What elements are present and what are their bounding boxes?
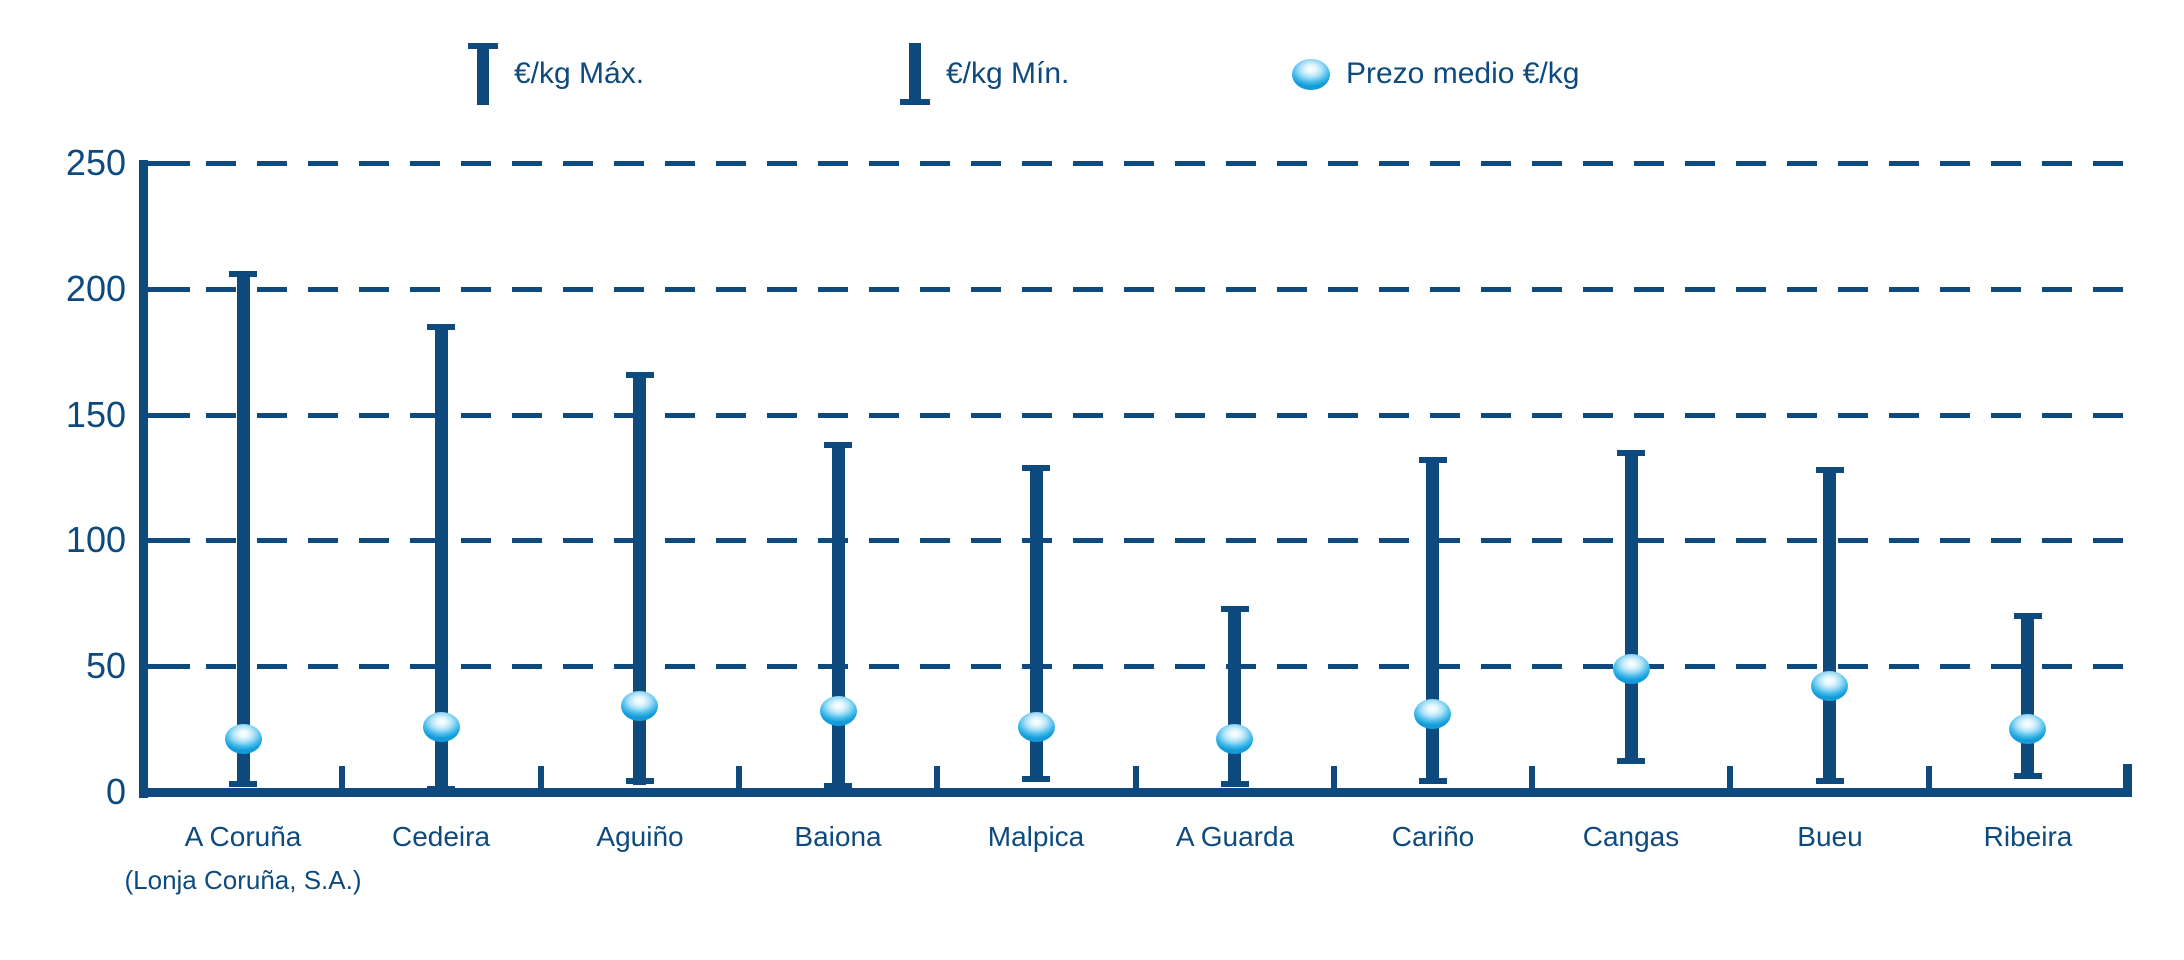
y-axis-line — [139, 160, 148, 798]
range-stem — [1426, 457, 1439, 784]
x-axis-line — [139, 788, 2132, 797]
range-stem — [1823, 467, 1836, 784]
y-tick-label: 50 — [85, 645, 126, 686]
category-tick — [736, 766, 742, 788]
category-tick — [1727, 766, 1733, 788]
category-label: Cangas — [1582, 821, 1680, 852]
max-cap — [824, 442, 852, 448]
gridline-tick — [139, 413, 190, 418]
max-bar-icon — [468, 43, 498, 105]
mean-marker — [225, 724, 262, 754]
min-cap — [1221, 781, 1249, 787]
min-cap — [824, 783, 852, 789]
mean-marker — [1414, 699, 1451, 729]
y-tick-label: 200 — [65, 268, 126, 309]
mean-marker — [1216, 724, 1253, 754]
category-tick — [1926, 766, 1932, 788]
mean-marker — [621, 691, 658, 721]
y-tick-label: 150 — [65, 394, 126, 435]
legend-item-max: €/kg Máx. — [468, 36, 644, 112]
category-label: Ribeira — [1983, 821, 2073, 852]
mean-sphere-icon — [1292, 58, 1330, 90]
max-cap — [1221, 606, 1249, 612]
gridline-tick — [139, 161, 190, 166]
range-stem — [1625, 450, 1638, 764]
max-cap — [1816, 467, 1844, 473]
range-stem — [633, 372, 646, 785]
range-stem — [1228, 606, 1241, 787]
category-label: Cariño — [1391, 821, 1475, 852]
category-tick — [538, 766, 544, 788]
max-cap — [626, 372, 654, 378]
category-tick — [2123, 764, 2132, 792]
max-cap — [1022, 465, 1050, 471]
category-label: Cedeira — [391, 821, 491, 852]
category-tick — [339, 766, 345, 788]
gridline-dashed — [206, 287, 2127, 292]
gridline-dashed — [206, 161, 2127, 166]
gridline-tick — [139, 538, 190, 543]
max-cap — [2014, 613, 2042, 619]
gridline-dashed — [206, 538, 2127, 543]
min-bar-icon — [900, 43, 930, 105]
gridline-dashed — [206, 664, 2127, 669]
mean-marker — [1613, 654, 1650, 684]
category-sublabel: (Lonja Coruña, S.A.) — [124, 865, 362, 895]
category-label: A Coruña — [184, 821, 302, 852]
category-label: Baiona — [794, 821, 882, 852]
max-cap — [1419, 457, 1447, 463]
max-cap — [427, 324, 455, 330]
min-cap — [1617, 758, 1645, 764]
y-tick-label: 100 — [65, 519, 126, 560]
mean-marker — [1811, 671, 1848, 701]
mean-marker — [2009, 714, 2046, 744]
min-cap — [427, 786, 455, 792]
gridline-dashed — [206, 413, 2127, 418]
y-tick-label: 250 — [65, 142, 126, 183]
legend-mean-label: Prezo medio €/kg — [1346, 57, 1580, 90]
gridline-tick — [139, 287, 190, 292]
range-stem — [435, 324, 448, 792]
legend-min-label: €/kg Mín. — [946, 57, 1070, 90]
max-cap — [229, 271, 257, 277]
legend-item-min: €/kg Mín. — [900, 36, 1069, 112]
category-tick — [934, 766, 940, 788]
y-tick-label: 0 — [105, 771, 126, 812]
mean-marker — [1018, 712, 1055, 742]
category-label: Bueu — [1797, 821, 1863, 852]
category-tick — [1133, 766, 1139, 788]
category-label: A Guarda — [1175, 821, 1295, 852]
max-cap — [1617, 450, 1645, 456]
legend-item-mean: Prezo medio €/kg — [1292, 36, 1579, 112]
category-label: Malpica — [987, 821, 1085, 852]
mean-marker — [820, 696, 857, 726]
category-tick — [1331, 766, 1337, 788]
min-cap — [1419, 778, 1447, 784]
min-cap — [1022, 776, 1050, 782]
range-stem — [237, 271, 250, 787]
category-label: Aguiño — [596, 821, 684, 852]
gridline-tick — [139, 664, 190, 669]
category-tick — [1529, 766, 1535, 788]
min-cap — [2014, 773, 2042, 779]
range-stem — [832, 442, 845, 789]
mean-marker — [423, 712, 460, 742]
min-cap — [229, 781, 257, 787]
legend-max-label: €/kg Máx. — [514, 57, 645, 90]
range-stem — [1030, 465, 1043, 782]
min-cap — [626, 778, 654, 784]
range-stem — [2021, 613, 2034, 779]
min-cap — [1816, 778, 1844, 784]
